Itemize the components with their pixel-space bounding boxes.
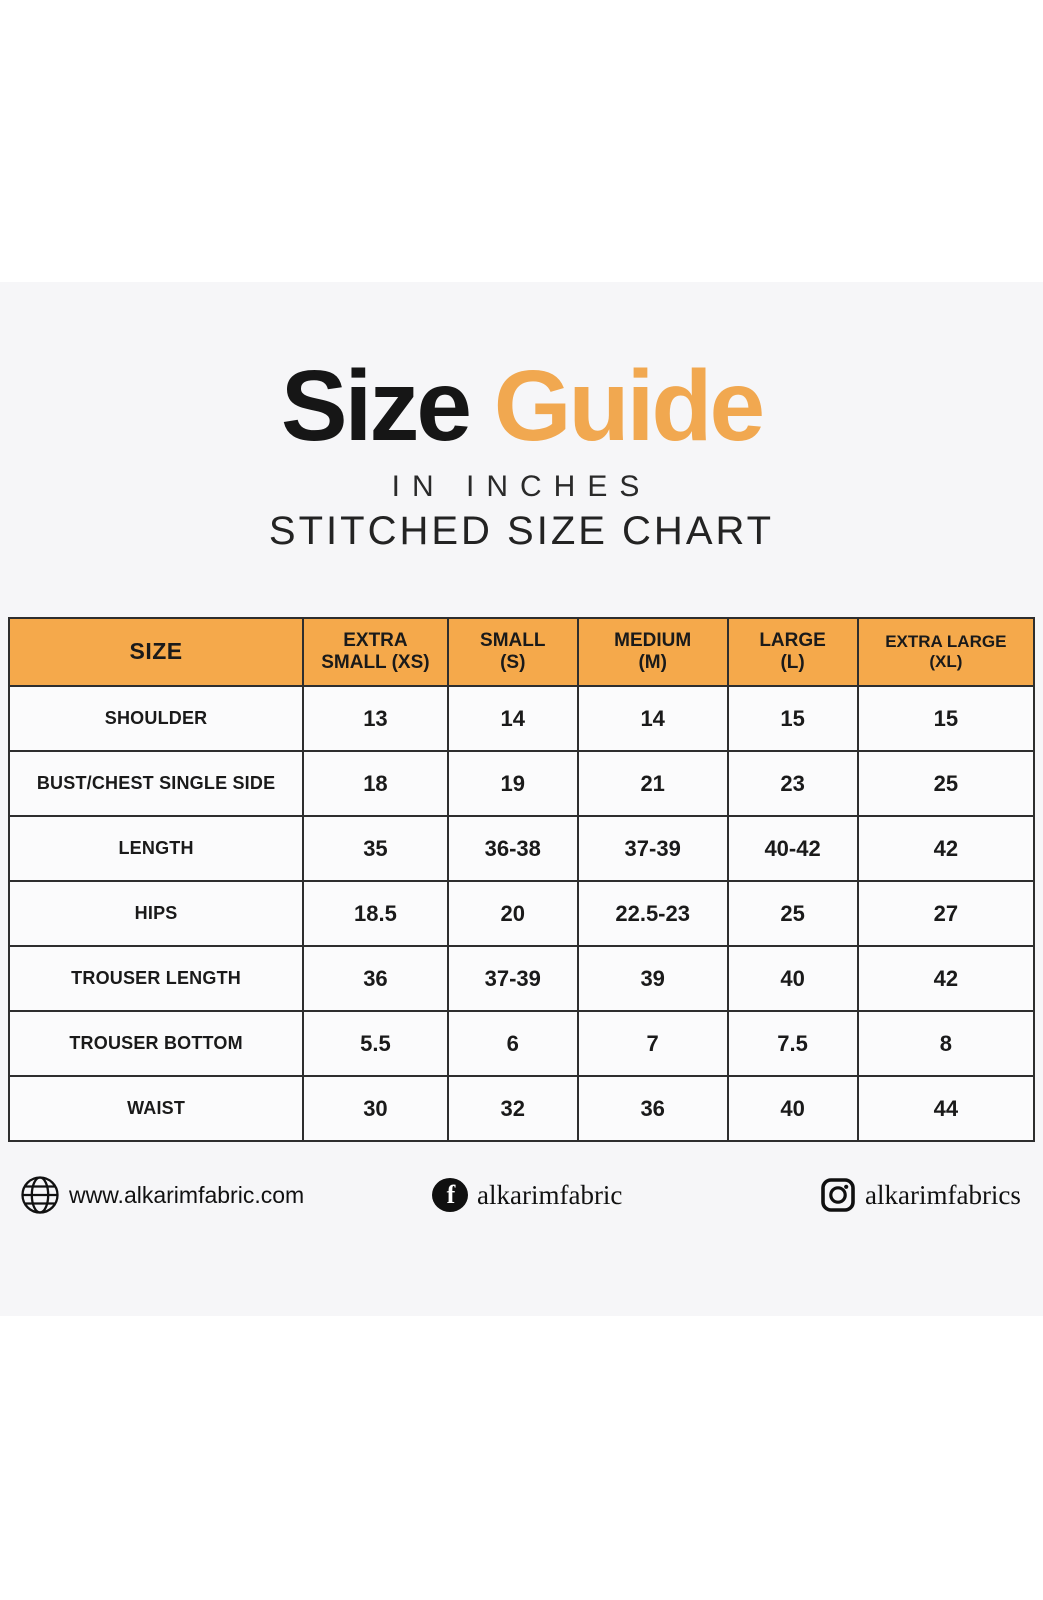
size-value-cell: 27 [856, 880, 1036, 947]
row-label: TROUSER LENGTH [7, 945, 305, 1012]
size-value-cell: 22.5-23 [576, 880, 729, 947]
size-value-cell: 15 [856, 685, 1036, 752]
size-value-cell: 30 [302, 1075, 449, 1142]
row-label: SHOULDER [7, 685, 305, 752]
size-value-cell: 42 [856, 815, 1036, 882]
size-value-cell: 37-39 [446, 945, 579, 1012]
header-line: SMALL (XS) [321, 652, 430, 673]
subtitle-stitched-size-chart: STITCHED SIZE CHART [268, 509, 775, 553]
column-header-extra-large: EXTRA LARGE (XL) [856, 617, 1036, 687]
table-row-trouser-bottom: TROUSER BOTTOM 5.5 6 7 7.5 8 [7, 1010, 1036, 1077]
size-value-cell: 40 [726, 1075, 859, 1142]
column-header-size: SIZE [7, 617, 305, 687]
size-value-cell: 23 [726, 750, 859, 817]
table-row-length: LENGTH 35 36-38 37-39 40-42 42 [7, 815, 1036, 882]
row-label: HIPS [7, 880, 305, 947]
instagram-handle: alkarimfabrics [865, 1179, 1021, 1210]
size-value-cell: 25 [856, 750, 1036, 817]
header-line: (S) [500, 652, 526, 673]
facebook-icon: f [432, 1178, 468, 1212]
facebook-link: f alkarimfabric [432, 1172, 622, 1218]
size-value-cell: 21 [576, 750, 729, 817]
size-value-cell: 13 [302, 685, 449, 752]
size-value-cell: 18.5 [302, 880, 449, 947]
size-value-cell: 32 [446, 1075, 579, 1142]
instagram-link: alkarimfabrics [820, 1172, 1021, 1218]
size-value-cell: 14 [576, 685, 729, 752]
column-header-large: LARGE (L) [726, 617, 859, 687]
subtitle-in-inches: IN INCHES [391, 470, 652, 503]
table-row-waist: WAIST 30 32 36 40 44 [7, 1075, 1036, 1142]
size-value-cell: 25 [726, 880, 859, 947]
header-line: SMALL [480, 629, 546, 651]
header-line: EXTRA [343, 629, 408, 651]
table-row-trouser-length: TROUSER LENGTH 36 37-39 39 40 42 [7, 945, 1036, 1012]
website-link: www.alkarimfabric.com [20, 1172, 304, 1218]
size-value-cell: 36 [576, 1075, 729, 1142]
size-value-cell: 20 [446, 880, 579, 947]
page-title: Size Guide [0, 354, 1043, 459]
size-value-cell: 42 [856, 945, 1036, 1012]
size-value-cell: 5.5 [302, 1010, 449, 1077]
header-line: (XL) [929, 652, 963, 671]
website-url: www.alkarimfabric.com [69, 1181, 305, 1208]
size-value-cell: 6 [446, 1010, 579, 1077]
header-line: SIZE [129, 638, 183, 665]
header-line: LARGE [759, 629, 826, 651]
table-row-hips: HIPS 18.5 20 22.5-23 25 27 [7, 880, 1036, 947]
size-value-cell: 35 [302, 815, 449, 882]
header-row: SIZE EXTRA SMALL (XS) SMALL (S) MEDIUM (M) … [7, 617, 1036, 687]
size-value-cell: 37-39 [576, 815, 729, 882]
size-value-cell: 7.5 [726, 1010, 859, 1077]
globe-icon [20, 1175, 60, 1215]
header-line: EXTRA LARGE [885, 631, 1007, 651]
size-value-cell: 14 [446, 685, 579, 752]
header-line: (L) [780, 652, 805, 673]
size-value-cell: 36-38 [446, 815, 579, 882]
column-header-medium: MEDIUM (M) [576, 617, 729, 687]
row-label: WAIST [7, 1075, 305, 1142]
size-chart-table: SIZE EXTRA SMALL (XS) SMALL (S) MEDIUM (M) … [7, 617, 1036, 1142]
facebook-handle: alkarimfabric [477, 1179, 623, 1210]
row-label: LENGTH [7, 815, 305, 882]
size-value-cell: 39 [576, 945, 729, 1012]
row-label: BUST/CHEST SINGLE SIDE [7, 750, 305, 817]
title-space [469, 350, 494, 462]
instagram-icon [820, 1177, 856, 1213]
size-value-cell: 7 [576, 1010, 729, 1077]
size-value-cell: 44 [856, 1075, 1036, 1142]
header-line: MEDIUM [614, 629, 692, 651]
size-value-cell: 40 [726, 945, 859, 1012]
size-value-cell: 36 [302, 945, 449, 1012]
header-line: (M) [638, 652, 667, 673]
table-row-shoulder: SHOULDER 13 14 14 15 15 [7, 685, 1036, 752]
row-label: TROUSER BOTTOM [7, 1010, 305, 1077]
title-word-guide: Guide [493, 350, 765, 462]
title-word-size: Size [280, 350, 472, 462]
table-row-bust-chest: BUST/CHEST SINGLE SIDE 18 19 21 23 25 [7, 750, 1036, 817]
size-value-cell: 15 [726, 685, 859, 752]
size-value-cell: 8 [856, 1010, 1036, 1077]
column-header-small: SMALL (S) [446, 617, 579, 687]
size-value-cell: 19 [446, 750, 579, 817]
column-header-extra-small: EXTRA SMALL (XS) [302, 617, 449, 687]
size-value-cell: 18 [302, 750, 449, 817]
size-value-cell: 40-42 [726, 815, 859, 882]
